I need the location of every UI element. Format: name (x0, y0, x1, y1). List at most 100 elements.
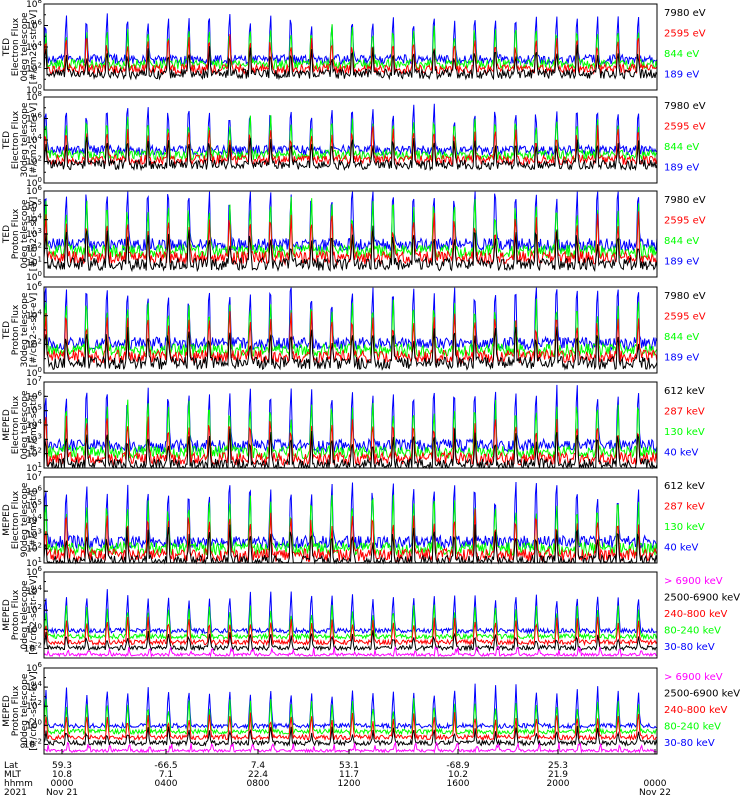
y-axis-label-line: [#/cm2-s-str-eV] (29, 197, 39, 272)
footer-hhmm-value: 2000 (547, 779, 570, 789)
legend-entry: 7980 eV (664, 291, 706, 302)
legend-entry: 40 keV (664, 542, 698, 553)
y-axis-label-line: Proton Flux (11, 685, 21, 736)
footer-row-label: hhmm (4, 779, 33, 789)
y-tick-label: 106 (26, 19, 42, 32)
footer-mlt-value: 7.1 (159, 770, 173, 780)
legend-entry: 2595 eV (664, 28, 706, 39)
y-axis-label-line: 30deg telescope (20, 292, 30, 367)
legend-entry: 130 keV (664, 427, 705, 438)
y-axis-label-line: Electron Flux (11, 17, 21, 76)
y-tick-label: 102 (26, 155, 42, 168)
legend-entry: 130 keV (664, 522, 705, 533)
footer-hhmm-value: 0400 (155, 779, 178, 789)
series-line-7980-ev (43, 225, 658, 273)
legend-entry: 40 keV (664, 447, 698, 458)
legend-entry: > 6900 keV (664, 576, 723, 587)
y-axis-label-line: [#/cm2-s-str] (29, 395, 39, 455)
y-axis-label-line: [#/cm2-s-str-eV] (29, 10, 39, 85)
legend-entry: 80-240 keV (664, 626, 721, 637)
y-axis-label-line: [#/cm2-s-str-eV] (29, 293, 39, 368)
y-axis-label-line: [#/cm2-s-str-keV] (29, 575, 39, 654)
footer-hhmm-value: 1200 (338, 779, 361, 789)
y-tick-label: 101 (26, 556, 42, 569)
y-tick-label: 102 (26, 62, 42, 75)
y-tick-label: 102 (26, 447, 42, 460)
y-axis-label-line: TED (2, 225, 12, 244)
y-tick-label: 106 (26, 389, 42, 402)
series-line--6900-kev (43, 645, 658, 658)
flux-panel-7: 10-2 100 102 104 106 MEPED Proton Flux 0deg tel… (2, 565, 740, 659)
y-tick-label: 103 (26, 527, 42, 540)
flux-panel-1: 100 102 104 106 108 TED Electron Flux 0deg tele… (2, 0, 706, 96)
y-tick-label: 104 (26, 513, 42, 526)
legend-entry: 240-800 keV (664, 609, 728, 620)
y-tick-label: 102 (26, 699, 42, 712)
y-tick-label: 100 (26, 718, 42, 731)
legend-entry: 2595 eV (664, 311, 706, 322)
y-tick-label: 102 (26, 603, 42, 616)
legend-entry: > 6900 keV (664, 672, 723, 683)
footer-mlt-value: 10.8 (52, 770, 72, 780)
y-tick-label: 100 (26, 270, 42, 283)
series-line-7980-ev (43, 44, 658, 81)
footer-row-label: MLT (4, 770, 22, 780)
y-tick-label: 10-2 (24, 737, 42, 750)
y-axis-label-line: TED (2, 38, 12, 57)
y-tick-label: 107 (26, 470, 42, 483)
y-axis-label-line: [#/cm2-s-str-keV] (29, 671, 39, 750)
legend-entry: 80-240 keV (664, 722, 721, 733)
y-tick-label: 104 (26, 584, 42, 597)
y-axis-label-line: MEPED (2, 409, 12, 441)
y-axis-label-line: MEPED (2, 599, 12, 631)
legend-entry: 844 eV (664, 236, 699, 247)
y-tick-label: 101 (26, 461, 42, 474)
plot-frame (43, 571, 658, 659)
y-axis-label-line: 90deg telescope (20, 673, 30, 748)
flux-panel-8: 10-2 100 102 104 106 MEPED Proton Flux 90deg te… (2, 661, 740, 755)
footer-mlt-value: 22.4 (248, 770, 268, 780)
flux-panel-2: 100 102 104 106 108 TED Electron Flux 30deg tel… (2, 90, 706, 189)
y-tick-label: 103 (26, 227, 42, 240)
footer-date-value: Nov 22 (639, 788, 671, 798)
y-tick-label: 106 (26, 112, 42, 125)
y-tick-label: 106 (26, 184, 42, 197)
y-tick-label: 108 (26, 0, 42, 10)
y-tick-label: 104 (26, 213, 42, 226)
legend-entry: 240-800 keV (664, 705, 728, 716)
y-axis-label-line: 30deg telescope (20, 102, 30, 177)
y-axis-label-line: 90deg telescope (20, 482, 30, 557)
footer-hhmm-value: 1600 (447, 779, 470, 789)
y-tick-label: 100 (26, 176, 42, 189)
legend-entry: 189 eV (664, 352, 699, 363)
legend-entry: 189 eV (664, 256, 699, 267)
y-tick-label: 106 (26, 661, 42, 674)
y-tick-label: 102 (26, 337, 42, 350)
y-axis-label-line: Proton Flux (11, 208, 21, 259)
footer-hhmm-value: 0800 (247, 779, 270, 789)
y-axis-label-line: Electron Flux (11, 110, 21, 169)
y-tick-label: 106 (26, 484, 42, 497)
series-line--6900-kev (44, 740, 657, 754)
y-tick-label: 104 (26, 40, 42, 53)
y-tick-label: 100 (26, 83, 42, 96)
y-axis-label-line: TED (2, 321, 12, 340)
legend-entry: 189 eV (664, 69, 699, 80)
footer-hhmm-value: 0000 (644, 779, 667, 789)
y-tick-label: 102 (26, 542, 42, 555)
y-tick-label: 101 (26, 256, 42, 269)
legend-entry: 7980 eV (664, 101, 706, 112)
series-line-240-800-kev (43, 616, 658, 647)
y-tick-label: 108 (26, 90, 42, 103)
footer-lat-value: 25.3 (548, 761, 568, 771)
y-axis-label-line: Electron Flux (11, 395, 21, 454)
footer-row-label: Lat (4, 761, 19, 771)
y-axis-label-line: 0deg telescope (20, 12, 30, 82)
footer-mlt-value: 11.7 (339, 770, 359, 780)
y-tick-label: 104 (26, 418, 42, 431)
y-tick-label: 106 (26, 280, 42, 293)
legend-entry: 189 eV (664, 162, 699, 173)
